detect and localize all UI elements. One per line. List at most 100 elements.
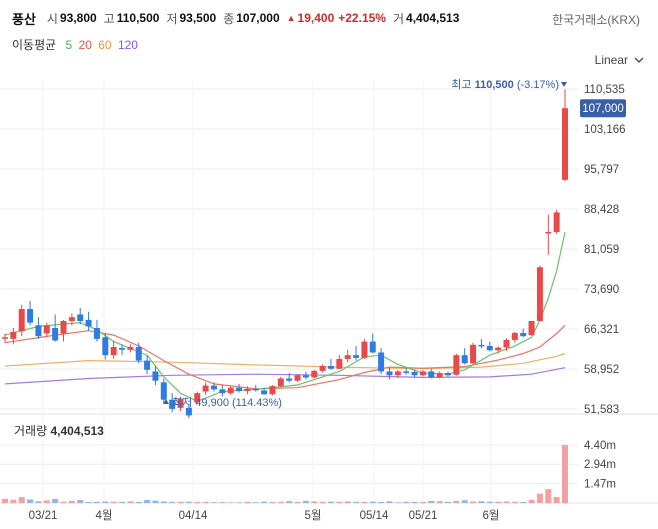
candle — [219, 385, 226, 397]
annotations: 107,000 최고 110,500 (-3.17%) 최저 49,900 (114… — [14, 78, 626, 438]
volume-bar — [185, 501, 192, 503]
x-tick-label: 05/21 — [409, 510, 438, 522]
candle — [244, 386, 251, 395]
candle — [110, 340, 117, 359]
open-price: 93,800 — [59, 11, 97, 25]
candle — [478, 338, 485, 349]
candle — [461, 348, 468, 365]
candle-body — [302, 375, 309, 378]
candle-body — [562, 108, 568, 180]
candle-body — [202, 385, 209, 392]
candle — [236, 383, 243, 393]
x-tick-label: 04/14 — [179, 510, 208, 522]
volume-value: 4,404,513 — [406, 11, 460, 25]
candle — [160, 378, 167, 405]
candle-body — [461, 355, 468, 364]
volume-bar — [511, 501, 518, 503]
candle — [286, 373, 293, 383]
volume-bar — [52, 498, 59, 503]
candle — [252, 385, 259, 392]
candle — [319, 364, 326, 373]
volume-bar — [77, 499, 84, 503]
candle — [294, 374, 301, 382]
candle — [77, 307, 84, 325]
candle-body — [545, 231, 552, 234]
volume-bar — [294, 501, 301, 503]
volume-tick-label: 2.94m — [584, 459, 616, 471]
candle — [528, 320, 535, 336]
volume-bar — [495, 501, 502, 503]
moving-average-legend[interactable]: 이동평균 5 20 60 120 — [12, 36, 141, 53]
candle-body — [336, 358, 343, 369]
up-triangle-icon: ▲ — [286, 13, 296, 23]
stock-header: 풍산 시 93,800 고 110,500 저 93,500 종 107,000… — [12, 9, 466, 27]
low-label: 저 — [166, 11, 178, 26]
volume-bar — [127, 501, 134, 503]
candle — [135, 342, 142, 364]
x-tick-label: 5월 — [305, 509, 322, 522]
volume-bar — [361, 501, 368, 503]
ma60-line — [4, 352, 566, 370]
candle-body — [511, 332, 518, 340]
candle — [436, 371, 443, 379]
candle-body — [68, 317, 75, 321]
volume-bar — [236, 502, 243, 503]
candle-body — [353, 355, 360, 358]
price-tick-label: 66,321 — [584, 324, 619, 336]
volume-bar — [478, 501, 485, 503]
candle-body — [77, 314, 84, 321]
candle — [378, 348, 385, 375]
candle-body — [60, 320, 67, 334]
chevron-down-icon — [634, 57, 644, 63]
x-tick-label: 03/21 — [29, 510, 58, 522]
volume-bar — [528, 499, 535, 503]
candle-body — [127, 347, 134, 350]
scale-dropdown[interactable]: Linear — [595, 53, 644, 67]
candle-body — [35, 325, 42, 337]
volume-bar — [177, 501, 184, 503]
volume-bar — [302, 500, 309, 503]
candle — [394, 369, 401, 378]
candle — [545, 214, 552, 255]
candle — [202, 382, 209, 395]
candle-body — [553, 212, 560, 232]
volume-bar — [18, 497, 25, 503]
candle-body — [27, 309, 34, 323]
candle-body — [411, 371, 418, 376]
volume-bar — [152, 500, 159, 503]
candle-body — [394, 371, 401, 376]
candle — [68, 313, 75, 326]
candle — [85, 311, 92, 331]
candle-body — [219, 389, 226, 394]
candle-body — [486, 345, 493, 351]
volume-bar — [210, 502, 217, 503]
candle — [185, 404, 192, 419]
high-annotation: 최고 110,500 (-3.17%) — [451, 78, 559, 91]
candle — [60, 319, 67, 342]
candle — [311, 369, 318, 379]
volume-bar — [461, 500, 468, 503]
candle-body — [177, 398, 184, 408]
candle — [27, 300, 34, 326]
high-price: 110,500 — [116, 11, 160, 25]
candle — [210, 382, 217, 392]
stock-name[interactable]: 풍산 — [12, 11, 36, 27]
candle-body — [470, 344, 477, 364]
candle — [553, 209, 560, 235]
volume-bar — [194, 502, 201, 503]
volume-bar — [428, 500, 435, 503]
volume-grid — [0, 444, 578, 485]
ma5-label: 5 — [65, 38, 73, 52]
candle — [428, 368, 435, 379]
candle — [444, 371, 451, 377]
x-tick-label: 6월 — [483, 509, 500, 522]
time-grid — [42, 80, 492, 503]
volume-bar — [261, 501, 268, 503]
candle-body — [85, 319, 92, 327]
volume-bar — [470, 501, 477, 503]
candle-body — [495, 347, 502, 351]
candle-body — [436, 373, 443, 378]
candle-body — [444, 373, 451, 376]
volume-bar — [327, 501, 334, 503]
